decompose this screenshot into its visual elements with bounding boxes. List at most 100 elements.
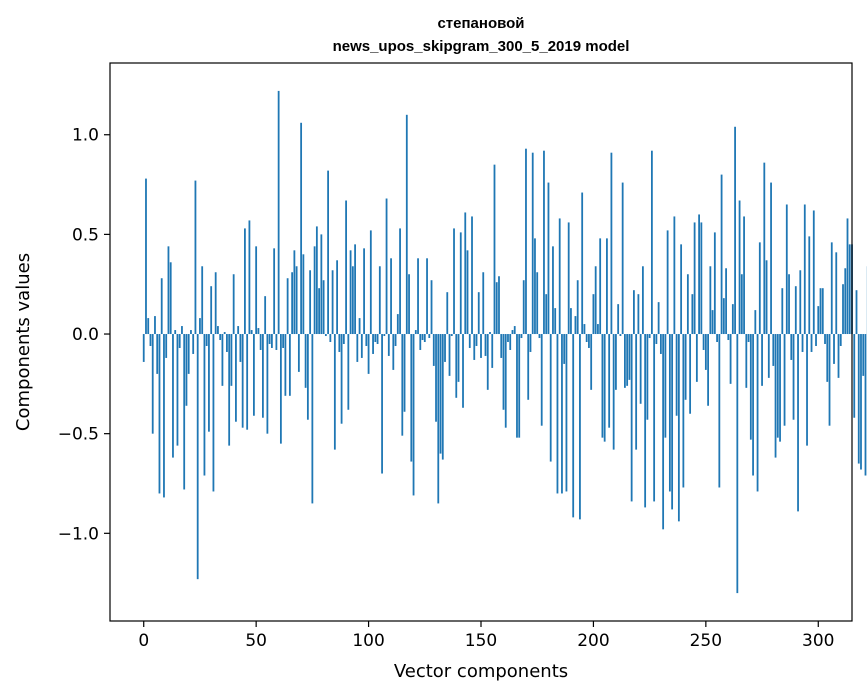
bar-94 [354,244,356,335]
bar-142 [462,334,464,408]
bar-125 [423,334,426,342]
bar-98 [363,248,365,335]
bar-88 [340,334,343,424]
bar-245 [693,222,696,335]
x-axis: 0 50 100 150 200 250 300 [138,621,834,651]
bar-41 [235,334,237,422]
bar-217 [630,334,633,502]
bar-275 [761,334,763,386]
y-tick-label-1: −0.5 [58,425,99,445]
bar-2 [147,318,150,335]
bar-19 [185,334,188,406]
bar-177 [540,334,543,426]
bar-82 [327,170,329,335]
bar-218 [633,290,635,335]
bar-9 [163,334,165,498]
bar-13 [172,334,174,458]
bar-124 [421,334,424,341]
bar-214 [624,334,626,388]
bar-319 [860,334,862,470]
bar-298 [812,210,815,335]
bar-144 [466,250,469,335]
bar-110 [390,258,392,335]
bar-121 [414,330,417,335]
bar-197 [585,334,588,342]
chart-title: степановой news_upos_skipgram_300_5_2019… [333,15,630,55]
x-tick-label-250: 250 [690,631,722,651]
bar-230 [659,334,662,354]
bar-235 [671,334,674,510]
bar-35 [221,334,224,386]
bar-118 [408,274,410,335]
bar-147 [473,334,476,360]
bar-54 [264,296,267,335]
bar-49 [253,334,255,416]
bar-289 [792,334,795,420]
bar-183 [554,308,557,335]
bar-264 [736,334,739,594]
bar-85 [333,334,336,450]
bar-163 [509,334,512,350]
bar-149 [477,292,480,335]
bar-172 [529,334,532,352]
bar-309 [837,334,840,378]
x-axis-label: Vector components [394,661,568,682]
bar-277 [765,260,768,335]
bar-173 [531,152,534,335]
bar-296 [808,236,811,335]
bar-61 [279,334,282,444]
bar-308 [835,252,838,335]
bar-165 [513,326,516,335]
bar-46 [246,334,249,430]
bar-15 [176,334,179,446]
bar-213 [621,182,624,335]
bar-107 [383,334,386,337]
bar-201 [594,266,597,335]
bar-140 [457,334,460,382]
y-tick-label-0: −1.0 [58,524,99,544]
bar-205 [603,334,606,442]
bar-249 [702,334,705,350]
bar-164 [511,330,514,335]
bar-68 [295,266,298,335]
bar-137 [450,334,453,337]
bar-148 [475,334,478,346]
bar-304 [826,334,829,382]
bar-116 [403,334,406,412]
bar-25 [199,318,201,335]
bar-55 [266,334,269,434]
bar-222 [641,266,644,335]
bar-206 [606,238,608,335]
bar-29 [208,334,210,432]
bar-73 [306,334,309,420]
bar-254 [713,232,716,335]
bar-155 [491,334,494,368]
bar-166 [516,334,518,438]
bar-320 [862,334,865,376]
bar-225 [648,334,651,339]
bar-42 [237,326,240,335]
x-tick-label-200: 200 [577,631,609,651]
bar-297 [810,334,813,352]
bar-86 [336,260,338,335]
bar-3 [149,334,152,346]
bar-270 [749,334,752,440]
bar-143 [464,212,467,335]
y-tick-label-3: 0.5 [72,225,99,245]
bar-63 [284,334,287,396]
bar-131 [437,334,440,504]
bar-240 [682,334,685,488]
bar-50 [255,246,258,335]
bar-93 [351,266,354,335]
bar-224 [646,334,649,420]
bar-194 [579,334,581,520]
bar-288 [790,334,793,360]
bar-198 [588,334,590,348]
bar-238 [677,334,680,522]
bar-79 [320,234,323,335]
bar-303 [824,334,826,344]
bar-276 [763,162,766,335]
bar-58 [273,248,276,335]
bar-24 [196,334,199,580]
bar-274 [758,242,761,335]
